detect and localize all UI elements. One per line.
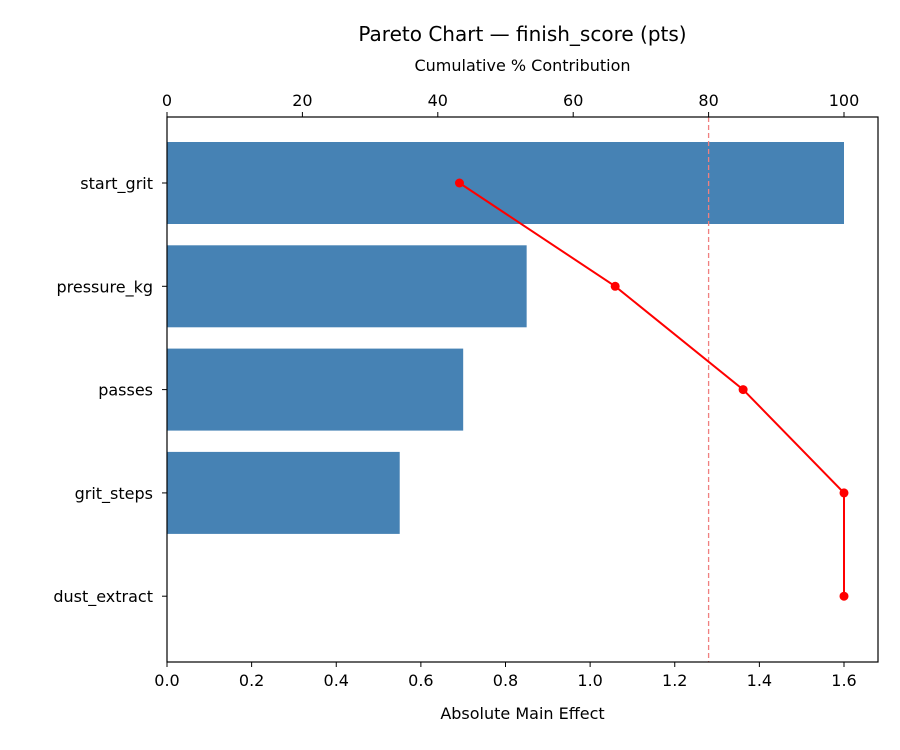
cumulative-line xyxy=(458,182,845,597)
bottom-axis-ticks: 0.0 0.2 0.4 0.6 0.8 1.0 1.2 1.4 1.6 xyxy=(154,662,857,690)
x-tick-label: 0.6 xyxy=(408,671,433,690)
x-tick-label: 0.4 xyxy=(324,671,349,690)
top-axis-label: Cumulative % Contribution xyxy=(414,56,631,75)
x2-tick-label: 20 xyxy=(292,91,312,110)
bar-series xyxy=(167,142,844,534)
x2-tick-label: 60 xyxy=(563,91,583,110)
bar-passes xyxy=(167,348,464,431)
x-tick-label: 0.2 xyxy=(239,671,264,690)
x2-tick-label: 0 xyxy=(162,91,172,110)
x-tick-label: 1.0 xyxy=(577,671,602,690)
x2-tick-label: 100 xyxy=(829,91,860,110)
y-tick-label: passes xyxy=(98,381,153,400)
y-tick-label: start_grit xyxy=(80,174,153,194)
cumulative-marker xyxy=(738,385,748,395)
bottom-axis-label: Absolute Main Effect xyxy=(440,704,605,723)
y-tick-label: pressure_kg xyxy=(56,277,153,297)
x-tick-label: 1.2 xyxy=(662,671,687,690)
bar-grit_steps xyxy=(167,451,400,534)
y-tick-label: dust_extract xyxy=(53,587,153,607)
x2-tick-label: 80 xyxy=(698,91,718,110)
x-tick-label: 0.0 xyxy=(154,671,179,690)
x-tick-label: 0.8 xyxy=(493,671,518,690)
bar-pressure_kg xyxy=(167,245,527,328)
bar-start_grit xyxy=(167,142,844,224)
cumulative-line-series xyxy=(454,178,849,601)
y-tick-label: grit_steps xyxy=(75,484,153,504)
x2-tick-label: 40 xyxy=(428,91,448,110)
cumulative-marker xyxy=(839,488,849,498)
x-tick-label: 1.4 xyxy=(747,671,772,690)
cumulative-marker xyxy=(610,281,620,291)
top-axis-ticks: 0 20 40 60 80 100 xyxy=(162,91,859,117)
chart-title: Pareto Chart — finish_score (pts) xyxy=(358,22,687,46)
cumulative-marker xyxy=(454,178,464,188)
x-tick-label: 1.6 xyxy=(831,671,856,690)
cumulative-marker xyxy=(839,591,849,601)
